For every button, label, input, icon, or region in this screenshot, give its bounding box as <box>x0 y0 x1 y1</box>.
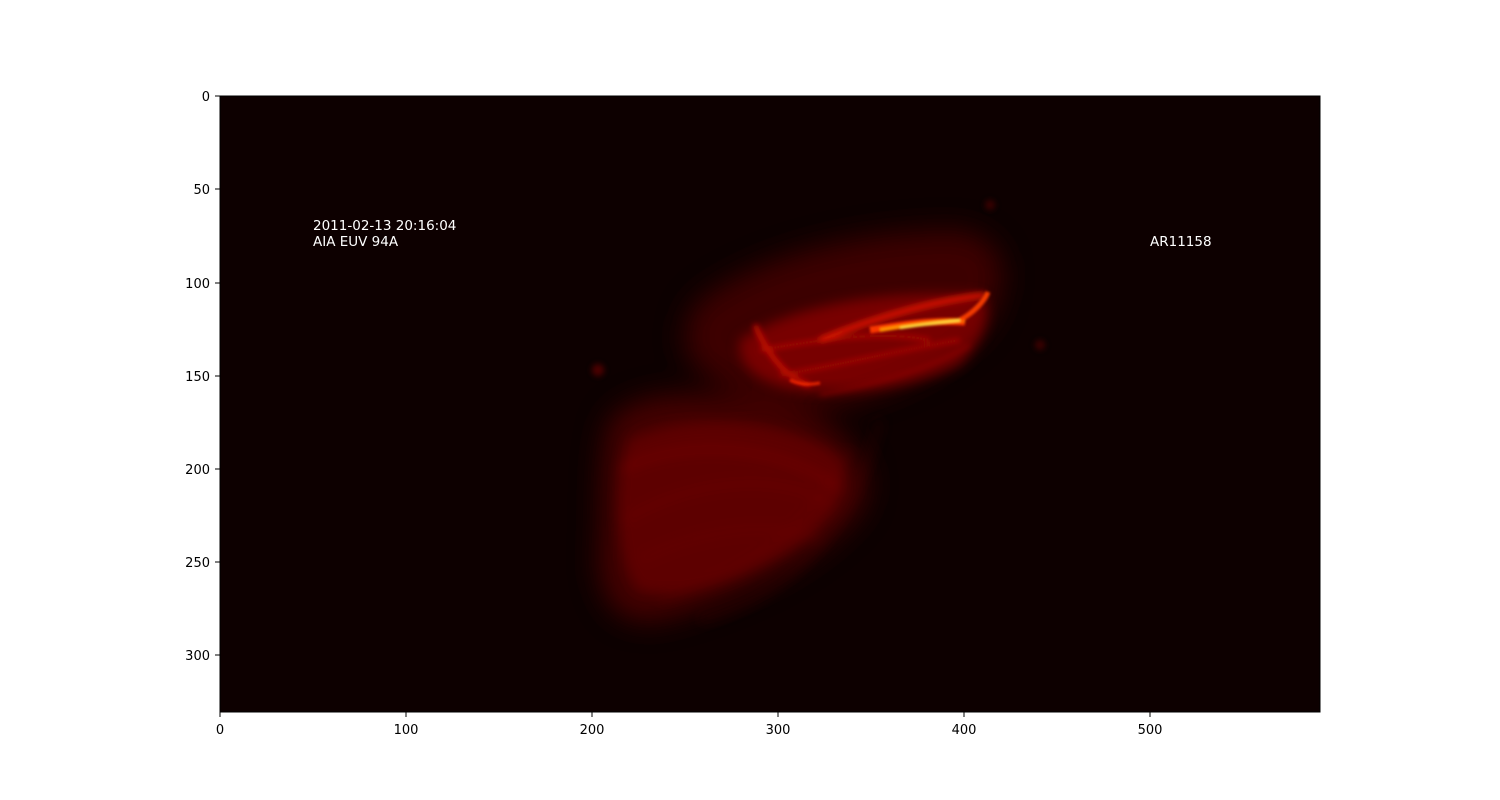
plot-frame <box>219 95 1321 713</box>
y-tick-label: 100 <box>185 277 210 292</box>
x-tick-label: 200 <box>580 723 605 738</box>
timestamp-label: 2011-02-13 20:16:04 <box>313 218 456 234</box>
y-tick-label: 0 <box>202 90 210 105</box>
x-tick-label: 500 <box>1138 723 1163 738</box>
region-label: AR11158 <box>1150 234 1212 250</box>
active-region-emission <box>592 200 1045 622</box>
y-tick-label: 50 <box>193 183 210 198</box>
x-axis: 0 100 200 300 400 500 <box>216 712 1163 738</box>
y-tick-label: 200 <box>185 463 210 478</box>
y-tick-label: 250 <box>185 556 210 571</box>
y-tick-label: 150 <box>185 370 210 385</box>
y-axis: 0 50 100 150 200 250 300 <box>185 90 220 664</box>
x-tick-label: 0 <box>216 723 224 738</box>
instrument-label: AIA EUV 94A <box>313 234 399 250</box>
y-tick-label: 300 <box>185 649 210 664</box>
x-tick-label: 400 <box>952 723 977 738</box>
x-tick-label: 100 <box>394 723 419 738</box>
x-tick-label: 300 <box>766 723 791 738</box>
